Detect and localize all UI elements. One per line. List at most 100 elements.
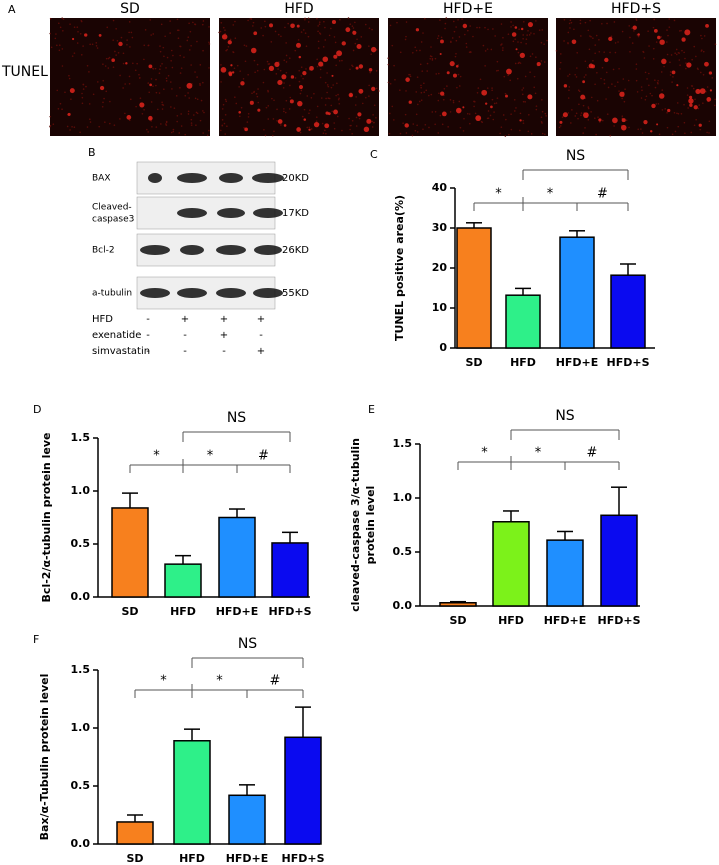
tissue-speckle — [337, 93, 339, 96]
tissue-speckle — [373, 104, 376, 107]
tissue-speckle — [250, 18, 253, 20]
tissue-speckle — [349, 23, 352, 25]
tissue-speckle — [520, 41, 522, 44]
significance-mark: * — [547, 187, 554, 202]
tunel-dot — [651, 103, 656, 109]
y-tick-label: 1.5 — [71, 663, 91, 676]
tissue-speckle — [624, 88, 626, 91]
tissue-speckle — [164, 35, 166, 38]
tissue-speckle — [628, 25, 631, 27]
tissue-speckle — [435, 73, 438, 75]
x-tick-label: HFD+E — [544, 614, 587, 627]
tissue-speckle — [590, 35, 592, 38]
tissue-speckle — [165, 124, 168, 126]
tissue-speckle — [199, 64, 202, 66]
tissue-speckle — [420, 86, 422, 89]
tunel-dot — [527, 21, 533, 28]
tissue-speckle — [147, 44, 150, 47]
tissue-speckle — [644, 98, 647, 101]
tunel-dot — [519, 119, 522, 122]
tunel-dot — [363, 126, 370, 133]
tunel-dot — [238, 111, 241, 114]
tissue-speckle — [239, 70, 241, 72]
tissue-speckle — [592, 37, 594, 40]
tissue-speckle — [256, 95, 259, 98]
tissue-speckle — [267, 63, 270, 65]
tissue-speckle — [454, 55, 457, 58]
tissue-speckle — [361, 102, 364, 105]
tissue-speckle — [243, 44, 246, 47]
tunel-dot — [125, 62, 128, 65]
bar — [116, 821, 154, 845]
treatment-sign: + — [257, 314, 265, 325]
tissue-speckle — [559, 68, 561, 70]
tissue-speckle — [375, 87, 378, 90]
tissue-speckle — [148, 91, 151, 94]
tissue-speckle — [135, 105, 137, 108]
tissue-speckle — [166, 56, 169, 59]
panel-letter: B — [88, 146, 96, 159]
tissue-speckle — [190, 118, 193, 121]
tissue-speckle — [92, 93, 95, 96]
tissue-speckle — [691, 85, 694, 87]
tissue-speckle — [368, 84, 370, 87]
tunel-dot — [621, 118, 626, 123]
tissue-speckle — [414, 129, 417, 132]
tissue-speckle — [238, 86, 240, 88]
tissue-speckle — [333, 122, 335, 124]
tissue-speckle — [180, 125, 183, 127]
tunel-dot — [67, 112, 71, 116]
tissue-speckle — [354, 104, 357, 106]
tissue-speckle — [573, 28, 575, 31]
tissue-speckle — [152, 67, 154, 70]
tissue-speckle — [394, 78, 396, 81]
tissue-speckle — [396, 21, 398, 24]
tissue-speckle — [177, 37, 180, 39]
tissue-speckle — [393, 64, 395, 67]
tissue-speckle — [49, 124, 52, 127]
tissue-speckle — [351, 132, 353, 135]
tissue-speckle — [631, 27, 633, 30]
tissue-speckle — [152, 85, 154, 87]
tissue-speckle — [387, 57, 390, 59]
bar — [284, 736, 322, 845]
tunel-dot — [277, 119, 283, 124]
tissue-speckle — [143, 108, 145, 111]
tissue-speckle — [316, 17, 318, 20]
tunel-dot — [296, 24, 300, 28]
tissue-speckle — [131, 36, 134, 39]
tissue-speckle — [176, 120, 178, 123]
x-tick-label: SD — [449, 614, 466, 627]
tissue-speckle — [648, 72, 650, 75]
tissue-speckle — [560, 53, 562, 55]
tunel-dot — [620, 124, 627, 131]
tissue-speckle — [186, 39, 189, 42]
x-tick-label: HFD+E — [226, 852, 269, 865]
tissue-speckle — [324, 26, 326, 29]
tissue-speckle — [601, 119, 604, 122]
tissue-speckle — [479, 78, 482, 81]
tissue-speckle — [464, 33, 466, 36]
tunel-dot — [689, 103, 693, 107]
tissue-speckle — [584, 127, 586, 129]
significance-mark: * — [481, 446, 488, 461]
blot-band — [253, 288, 283, 298]
tunel-dot — [490, 105, 493, 109]
tissue-speckle — [671, 133, 674, 136]
y-tick-label: 20 — [432, 261, 448, 274]
tissue-speckle — [676, 112, 678, 115]
tissue-speckle — [422, 128, 424, 131]
tunel-dot — [562, 112, 568, 118]
tissue-speckle — [657, 79, 659, 82]
tissue-speckle — [655, 41, 658, 43]
tissue-speckle — [706, 86, 709, 88]
tissue-speckle — [79, 131, 81, 134]
tissue-speckle — [502, 36, 504, 39]
x-tick-label: SD — [465, 356, 482, 369]
tunel-dot — [368, 67, 373, 72]
tissue-speckle — [685, 62, 687, 64]
tissue-speckle — [579, 22, 582, 25]
bar — [610, 274, 646, 349]
treatment-sign: - — [146, 330, 150, 341]
tunel-dot — [689, 95, 693, 99]
